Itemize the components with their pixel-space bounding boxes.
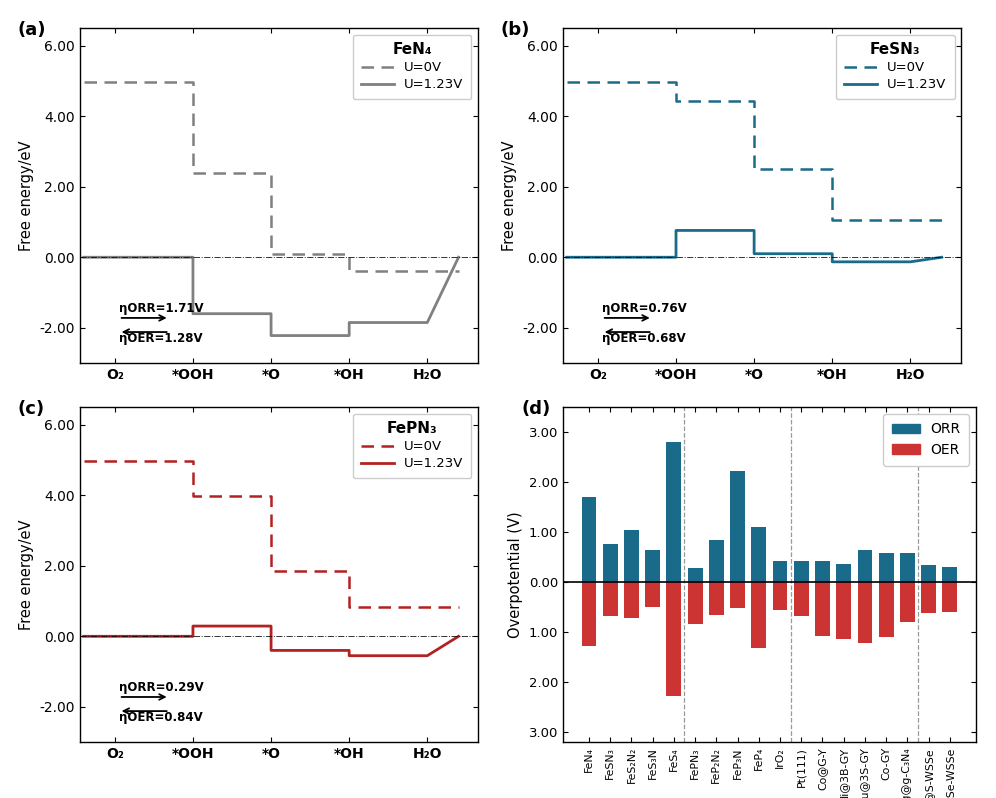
Bar	[921, 564, 936, 582]
Bar	[773, 582, 788, 610]
Text: ηORR=0.29V: ηORR=0.29V	[119, 681, 203, 694]
Bar	[815, 560, 830, 582]
Bar	[730, 471, 745, 582]
Y-axis label: Free energy/eV: Free energy/eV	[19, 140, 34, 251]
Bar	[730, 582, 745, 608]
Text: ηOER=1.28V: ηOER=1.28V	[119, 332, 202, 345]
Bar	[645, 550, 660, 582]
Text: (b): (b)	[501, 22, 530, 39]
Legend: ORR, OER: ORR, OER	[883, 414, 969, 465]
Bar	[773, 560, 788, 582]
Bar	[751, 582, 766, 648]
Bar	[603, 544, 618, 582]
Bar	[794, 582, 809, 616]
Bar	[942, 567, 957, 582]
Y-axis label: Overpotential (V): Overpotential (V)	[508, 512, 523, 638]
Bar	[582, 496, 597, 582]
Bar	[709, 582, 724, 614]
Bar	[751, 527, 766, 582]
Y-axis label: Free energy/eV: Free energy/eV	[502, 140, 517, 251]
Bar	[878, 582, 893, 637]
Bar	[921, 582, 936, 613]
Bar	[942, 582, 957, 612]
Legend: U=0V, U=1.23V: U=0V, U=1.23V	[353, 34, 471, 99]
Y-axis label: Free energy/eV: Free energy/eV	[19, 519, 34, 630]
Text: (a): (a)	[18, 22, 47, 39]
Bar	[878, 553, 893, 582]
Bar	[687, 582, 702, 624]
Bar	[858, 550, 872, 582]
Bar	[900, 553, 915, 582]
Bar	[687, 567, 702, 582]
Bar	[815, 582, 830, 635]
Bar	[582, 582, 597, 646]
Text: ηOER=0.68V: ηOER=0.68V	[602, 332, 685, 345]
Bar	[666, 442, 681, 582]
Text: (c): (c)	[18, 401, 45, 418]
Bar	[837, 582, 852, 638]
Bar	[794, 560, 809, 582]
Bar	[645, 582, 660, 607]
Text: (d): (d)	[521, 401, 551, 418]
Bar	[623, 582, 638, 618]
Bar	[666, 582, 681, 696]
Bar	[837, 564, 852, 582]
Text: ηOER=0.84V: ηOER=0.84V	[119, 711, 202, 724]
Legend: U=0V, U=1.23V: U=0V, U=1.23V	[836, 34, 954, 99]
Bar	[709, 539, 724, 582]
Text: ηORR=0.76V: ηORR=0.76V	[602, 302, 686, 315]
Bar	[623, 530, 638, 582]
Text: ηORR=1.71V: ηORR=1.71V	[119, 302, 203, 315]
Bar	[603, 582, 618, 616]
Bar	[858, 582, 872, 642]
Legend: U=0V, U=1.23V: U=0V, U=1.23V	[353, 413, 471, 478]
Bar	[900, 582, 915, 622]
